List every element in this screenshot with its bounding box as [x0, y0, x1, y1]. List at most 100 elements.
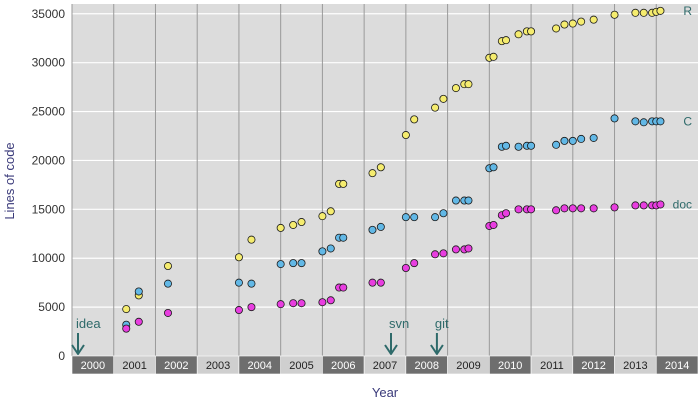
- data-point-C: [376, 222, 385, 231]
- data-point-C: [656, 117, 665, 126]
- data-point-doc: [368, 278, 377, 287]
- data-point-doc: [247, 303, 256, 312]
- data-point-R: [318, 212, 327, 221]
- annotation-git: git: [430, 316, 449, 355]
- y-tick-label: 30000: [32, 56, 66, 70]
- data-point-R: [297, 218, 306, 227]
- data-point-doc: [289, 299, 298, 308]
- data-point-doc: [502, 209, 511, 218]
- data-point-C: [527, 141, 536, 150]
- year-label: 2010: [498, 360, 522, 372]
- y-tick-label: 35000: [32, 7, 66, 21]
- data-point-R: [610, 10, 619, 19]
- data-point-C: [318, 247, 327, 256]
- data-point-R: [560, 20, 569, 29]
- data-point-doc: [431, 250, 440, 259]
- annotation-arrow-head: [430, 344, 444, 355]
- data-point-C: [502, 141, 511, 150]
- data-point-R: [368, 169, 377, 178]
- data-point-doc: [464, 244, 473, 253]
- annotation-label: idea: [76, 316, 101, 331]
- data-point-R: [376, 163, 385, 172]
- data-point-doc: [439, 249, 448, 258]
- annotation-svn: svn: [384, 316, 409, 355]
- data-point-doc: [656, 200, 665, 209]
- year-label: 2008: [414, 360, 438, 372]
- data-point-R: [631, 8, 640, 17]
- data-point-C: [276, 260, 285, 269]
- data-point-R: [289, 220, 298, 229]
- data-point-R: [464, 80, 473, 89]
- y-axis-label: Lines of code: [2, 142, 17, 219]
- data-point-C: [439, 209, 448, 218]
- data-point-C: [639, 118, 648, 127]
- data-point-C: [289, 259, 298, 268]
- data-point-C: [489, 163, 498, 172]
- y-tick-label: 20000: [32, 153, 66, 167]
- data-point-doc: [451, 245, 460, 254]
- data-point-C: [163, 279, 172, 288]
- data-point-doc: [560, 204, 569, 213]
- data-point-C: [514, 142, 523, 151]
- y-tick-label: 5000: [38, 300, 65, 314]
- year-label: 2013: [623, 360, 647, 372]
- data-point-doc: [577, 204, 586, 213]
- year-label: 2014: [665, 360, 689, 372]
- data-point-C: [410, 213, 419, 222]
- series-C: [122, 114, 665, 329]
- data-point-R: [339, 179, 348, 188]
- data-point-C: [368, 225, 377, 234]
- year-label: 2003: [206, 360, 230, 372]
- data-point-R: [577, 17, 586, 26]
- plot-background: [72, 4, 698, 356]
- data-point-doc: [339, 283, 348, 292]
- year-label: 2009: [456, 360, 480, 372]
- data-point-doc: [376, 278, 385, 287]
- annotation-arrow-head: [71, 344, 85, 355]
- data-point-R: [589, 15, 598, 24]
- data-point-R: [489, 52, 498, 61]
- data-point-R: [163, 262, 172, 271]
- data-point-R: [568, 19, 577, 28]
- data-point-R: [410, 115, 419, 124]
- annotation-arrow-head: [384, 344, 398, 355]
- data-point-C: [401, 213, 410, 222]
- series-label-C: C: [683, 114, 692, 128]
- data-point-C: [631, 117, 640, 126]
- x-axis-label: Year: [372, 385, 399, 400]
- data-point-R: [276, 223, 285, 232]
- data-point-doc: [489, 220, 498, 229]
- series-doc: [122, 200, 665, 333]
- year-label: 2011: [540, 360, 564, 372]
- data-point-C: [297, 259, 306, 268]
- year-label: 2006: [331, 360, 355, 372]
- year-label: 2002: [164, 360, 188, 372]
- data-point-doc: [610, 203, 619, 212]
- data-point-R: [514, 30, 523, 39]
- annotation-idea: idea: [71, 316, 101, 355]
- annotation-label: git: [435, 316, 449, 331]
- data-point-C: [568, 136, 577, 145]
- data-point-doc: [134, 317, 143, 326]
- data-point-R: [451, 84, 460, 93]
- y-tick-label: 25000: [32, 105, 66, 119]
- data-point-doc: [589, 204, 598, 213]
- data-point-R: [122, 305, 131, 314]
- year-label: 2004: [248, 360, 272, 372]
- data-point-R: [326, 207, 335, 216]
- data-point-doc: [163, 308, 172, 317]
- data-point-R: [502, 36, 511, 45]
- year-label: 2005: [289, 360, 313, 372]
- data-point-R: [401, 131, 410, 140]
- data-point-doc: [122, 324, 131, 333]
- data-point-C: [451, 196, 460, 205]
- series-label-R: R: [683, 4, 692, 18]
- year-label: 2007: [373, 360, 397, 372]
- data-point-C: [234, 278, 243, 287]
- data-point-doc: [527, 205, 536, 214]
- data-point-C: [589, 133, 598, 142]
- data-point-C: [247, 279, 256, 288]
- data-point-R: [234, 253, 243, 262]
- data-point-R: [527, 27, 536, 36]
- data-point-doc: [297, 299, 306, 308]
